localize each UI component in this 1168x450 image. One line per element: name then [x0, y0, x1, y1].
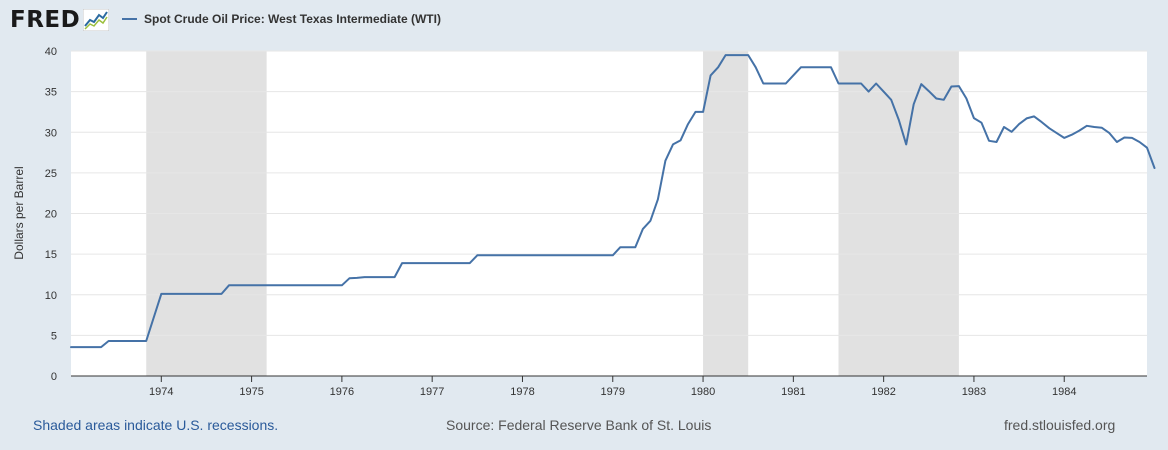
series-line-0 [70, 54, 1156, 349]
chart-legend[interactable]: Spot Crude Oil Price: West Texas Interme… [122, 12, 441, 26]
x-tick-label-7: 1981 [781, 386, 805, 398]
recession-note[interactable]: Shaded areas indicate U.S. recessions. [33, 417, 279, 433]
x-tick-label-1: 1975 [239, 386, 263, 398]
x-tick-label-9: 1983 [962, 386, 986, 398]
y-tick-label-6: 30 [45, 127, 57, 139]
grid-lines [71, 50, 1147, 336]
series-layer [70, 54, 1156, 349]
source-text: Source: Federal Reserve Bank of St. Loui… [446, 417, 712, 433]
x-tick-label-8: 1982 [871, 386, 895, 398]
y-tick-label-8: 40 [45, 46, 57, 58]
x-tick-label-4: 1978 [510, 386, 534, 398]
x-tick-label-10: 1984 [1052, 386, 1076, 398]
legend-swatch [122, 18, 137, 20]
chart-line-icon [83, 9, 110, 31]
x-tick-label-2: 1976 [330, 386, 354, 398]
x-tick-label-0: 1974 [149, 386, 173, 398]
series-0 [70, 54, 1156, 349]
y-tick-label-2: 10 [45, 290, 57, 302]
fred-logo-text: FRED [10, 7, 81, 33]
y-tick-label-1: 5 [51, 330, 57, 342]
x-tick-label-5: 1979 [601, 386, 625, 398]
y-tick-label-0: 0 [51, 371, 57, 383]
y-tick-label-3: 15 [45, 249, 57, 261]
fred-logo[interactable]: FRED [10, 6, 110, 34]
x-tick-label-6: 1980 [691, 386, 715, 398]
y-tick-label-7: 35 [45, 87, 57, 99]
axes: 0 5 10 15 20 25 30 35 40 1974 1975 1976 1977 1978 1979… [45, 46, 1147, 398]
y-tick-label-5: 25 [45, 168, 57, 180]
x-tick-label-3: 1977 [420, 386, 444, 398]
y-axis-label: Dollars per Barrel [12, 166, 26, 259]
site-link[interactable]: fred.stlouisfed.org [1004, 417, 1116, 433]
legend-label: Spot Crude Oil Price: West Texas Interme… [144, 12, 441, 26]
y-tick-label-4: 20 [45, 209, 57, 221]
